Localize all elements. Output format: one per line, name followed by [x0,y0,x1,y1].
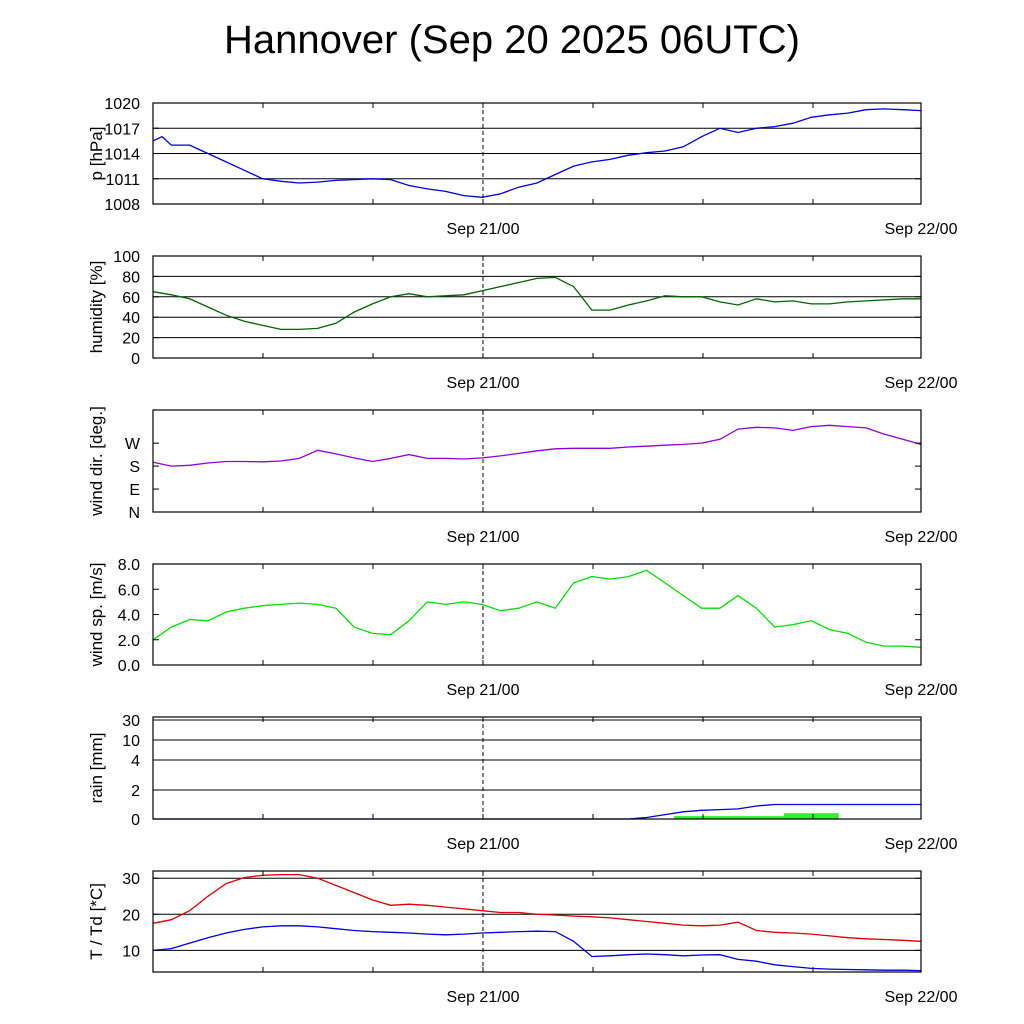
series-line-1 [152,569,922,648]
y-tick-label: 40 [122,310,140,327]
x-tick-label: Sep 21/00 [447,836,520,853]
panel-frame [152,716,922,820]
y-tick-label: W [125,436,141,453]
y-tick-label: 8.0 [118,557,140,574]
y-tick-label: 20 [122,907,140,924]
y-tick-label: 1020 [104,96,140,113]
y-tick-label: 0.0 [118,658,140,675]
y-tick-label: 1008 [104,197,140,214]
series-line-1 [152,424,922,467]
y-axis-label: wind dir. [deg.] [87,406,106,517]
series-line-1 [153,803,921,820]
x-tick-label: Sep 21/00 [447,221,520,238]
series-line-1 [152,873,922,942]
panel-frame [152,563,922,666]
x-tick-label: Sep 21/00 [447,682,520,699]
y-tick-label: 100 [113,249,140,266]
y-tick-label: E [129,482,140,499]
series-line-2 [152,925,922,972]
y-axis-label: rain [mm] [87,733,106,804]
y-axis-label: wind sp. [m/s] [87,563,106,668]
x-tick-label: Sep 22/00 [885,221,958,238]
y-tick-label: 10 [122,733,140,750]
y-tick-label: S [129,459,140,476]
y-tick-label: 0 [131,812,140,829]
x-tick-label: Sep 22/00 [885,989,958,1006]
x-tick-label: Sep 22/00 [885,836,958,853]
y-tick-label: 1017 [104,121,140,138]
y-tick-label: 4.0 [118,608,140,625]
y-tick-label: N [128,505,140,522]
y-tick-label: 80 [122,269,140,286]
chart-title: Hannover (Sep 20 2025 06UTC) [224,18,800,62]
rain-bar [783,813,839,819]
y-axis-label: p [hPa] [87,127,106,181]
y-tick-label: 0 [131,351,140,368]
series-line-1 [152,276,921,331]
panel-frame [152,409,922,513]
y-tick-label: 2.0 [118,633,140,650]
y-axis-label: humidity [%] [87,261,106,354]
x-tick-label: Sep 22/00 [885,682,958,699]
panel-frame [152,870,922,973]
panel-frame [152,255,922,359]
y-tick-label: 30 [122,713,140,730]
y-tick-label: 60 [122,290,140,307]
y-tick-label: 1011 [106,172,141,189]
x-tick-label: Sep 21/00 [447,989,520,1006]
y-tick-label: 10 [122,943,140,960]
y-axis-label: T / Td [*C] [87,883,106,960]
y-tick-label: 30 [122,871,140,888]
y-tick-label: 1014 [104,147,140,164]
series-line-1 [152,108,922,198]
y-tick-label: 20 [122,331,140,348]
x-tick-label: Sep 21/00 [447,375,520,392]
rain-bar [674,816,784,819]
x-tick-label: Sep 22/00 [885,529,958,546]
x-tick-label: Sep 22/00 [885,375,958,392]
y-tick-label: 6.0 [118,582,140,599]
y-tick-label: 2 [131,783,140,800]
y-tick-label: 4 [131,753,140,770]
x-tick-label: Sep 21/00 [447,529,520,546]
